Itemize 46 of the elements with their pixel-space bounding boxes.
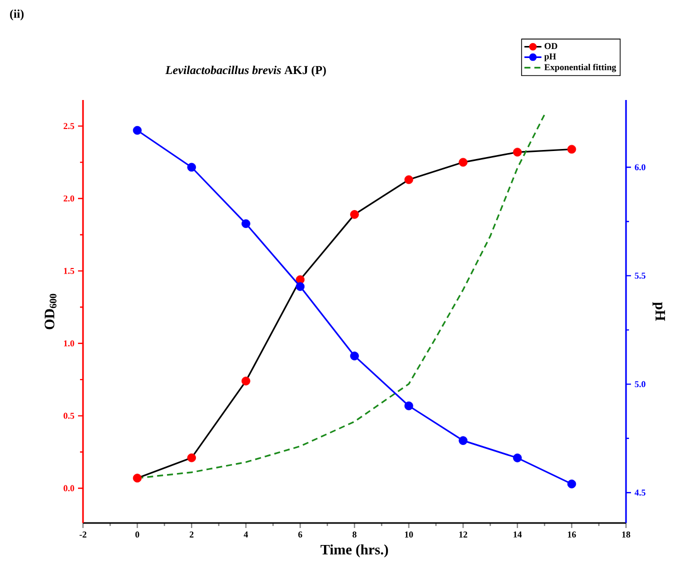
x-tick-label: -2 — [80, 532, 86, 538]
point — [458, 158, 468, 167]
x-tick-label: 4 — [244, 531, 248, 538]
x-tick-label: 14 — [514, 532, 522, 538]
legend-label: pH — [544, 53, 556, 62]
point — [350, 210, 359, 219]
y2-tick-label: 4.5 — [634, 490, 646, 496]
y-tick-label: 2.0 — [64, 195, 74, 202]
x-tick-label: 10 — [405, 531, 413, 538]
point — [458, 436, 468, 445]
point — [242, 376, 250, 386]
y2-tick-label: 5.0 — [634, 381, 646, 388]
x-tick-label: 18 — [622, 531, 630, 538]
point — [567, 480, 576, 488]
y2-axis-title: pH — [652, 302, 665, 321]
x-tick-label: 2 — [190, 532, 194, 538]
point — [567, 144, 576, 154]
x-axis-title: Time (hrs.) — [320, 544, 388, 558]
y-axis-title: OD$_{600}$ — [44, 294, 56, 330]
point — [350, 352, 359, 360]
y-tick-label: 0.5 — [64, 412, 74, 419]
point — [187, 162, 196, 172]
point — [296, 282, 305, 291]
point — [404, 401, 414, 410]
x-tick-label: 6 — [298, 532, 302, 538]
y-tick-label: 0.0 — [64, 485, 74, 492]
point — [513, 148, 522, 157]
x-tick-label: 0 — [135, 531, 140, 538]
y-tick-label: 1.5 — [64, 268, 74, 274]
point — [404, 175, 414, 184]
legend-label: OD — [544, 43, 558, 50]
x-tick-label: 12 — [459, 532, 468, 538]
y-tick-label: 2.5 — [64, 123, 74, 130]
x-tick-label: 8 — [352, 531, 356, 538]
y2-tick-label: 5.5 — [634, 272, 646, 279]
chart-title: Levilactobacillus brevis AKJ (P) — [165, 66, 326, 77]
y-tick-label: 1.0 — [64, 340, 74, 346]
legend-label: Exponential fitting — [544, 64, 616, 72]
point — [513, 454, 522, 462]
point — [242, 219, 250, 228]
x-tick-label: 16 — [568, 532, 576, 538]
text: (ii) — [10, 10, 24, 20]
y2-tick-label: 6.0 — [634, 164, 646, 170]
point — [132, 474, 142, 482]
point — [187, 453, 196, 462]
point — [132, 126, 142, 135]
